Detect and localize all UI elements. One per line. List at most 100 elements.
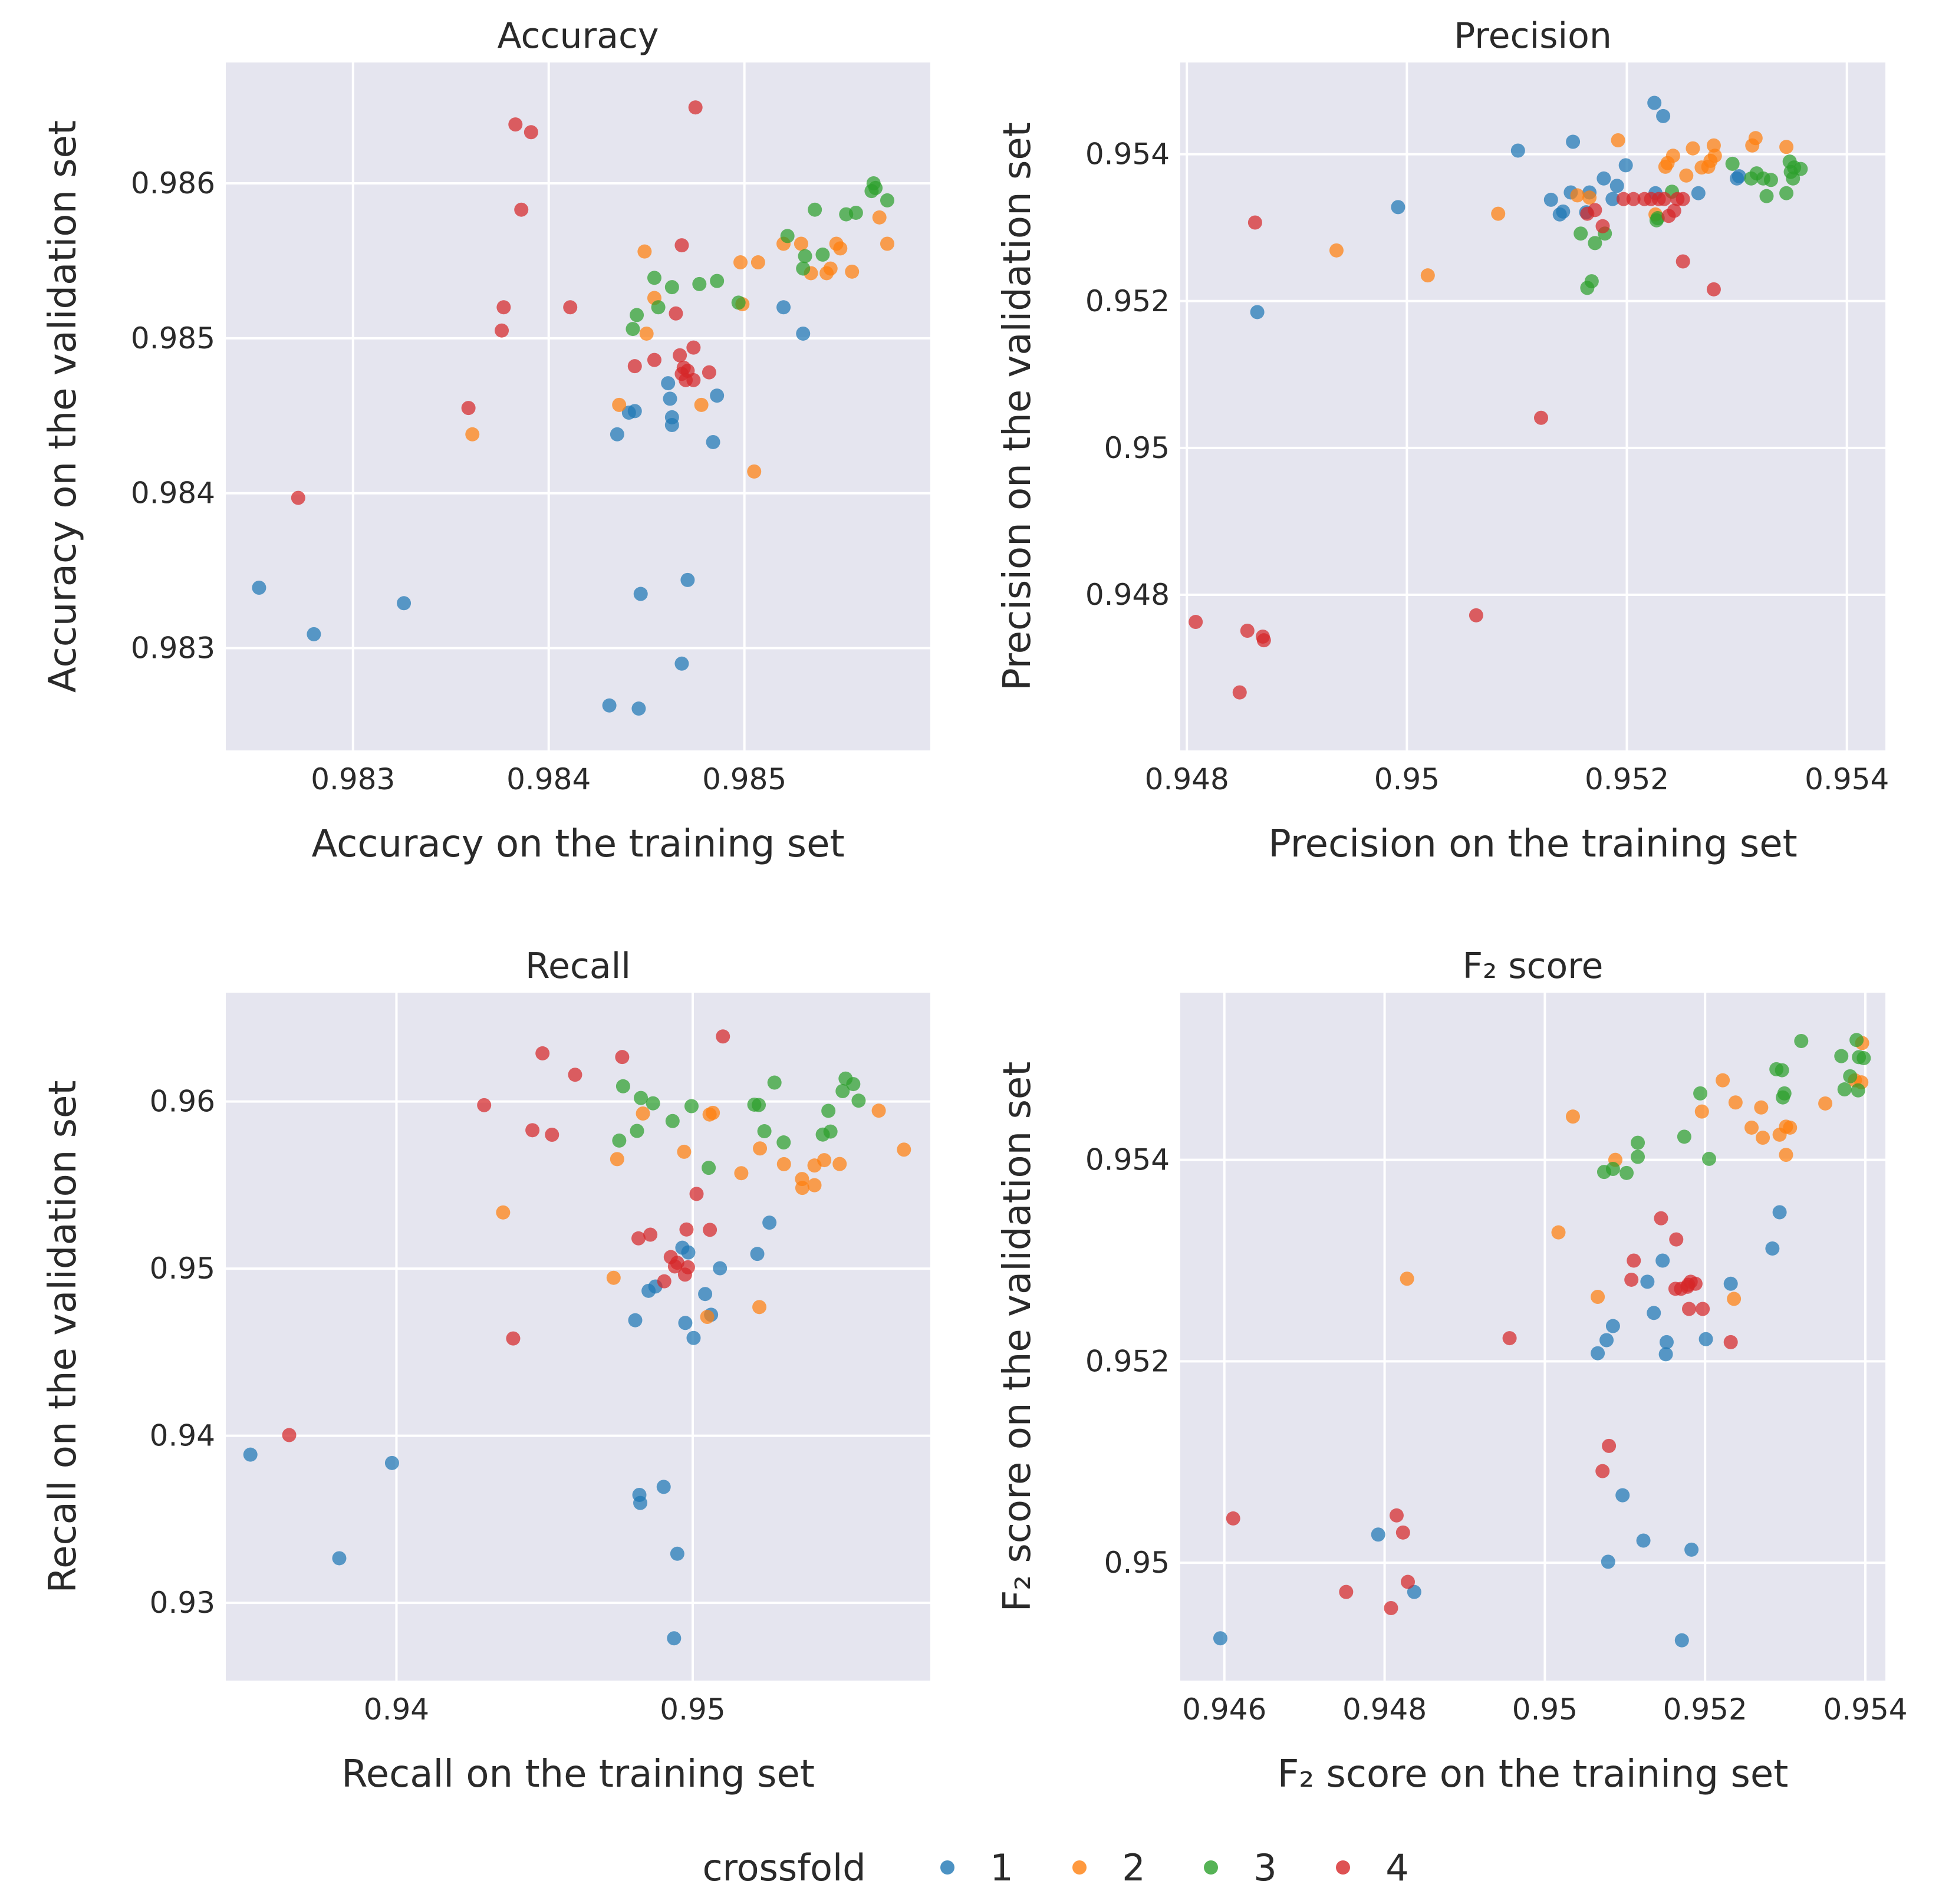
data-point (606, 1270, 621, 1285)
y-tick-label: 0.952 (1085, 1344, 1170, 1378)
y-tick-label: 0.985 (131, 321, 215, 355)
x-axis-label: Precision on the training set (1268, 822, 1797, 866)
data-point (776, 1157, 791, 1171)
legend-item-1[interactable]: 1 (940, 1846, 1013, 1889)
data-point (1407, 1585, 1421, 1599)
x-tick-label: 0.94 (364, 1692, 429, 1727)
data-point (461, 401, 476, 416)
data-point (757, 1124, 772, 1139)
data-point (808, 202, 822, 217)
data-point (663, 391, 677, 406)
data-point (508, 117, 523, 132)
series-1 (252, 300, 811, 716)
data-point (524, 125, 538, 140)
data-point (633, 587, 648, 601)
data-point (871, 1103, 886, 1118)
data-point (1723, 1335, 1738, 1349)
data-point (776, 1135, 791, 1150)
data-point (612, 1133, 627, 1148)
data-point (1616, 192, 1631, 206)
data-point (1706, 282, 1721, 297)
data-point (1213, 1631, 1227, 1646)
y-axis-label: Accuracy on the validation set (41, 120, 85, 693)
data-point (1779, 1148, 1793, 1162)
data-point (384, 1455, 399, 1470)
data-point (307, 627, 321, 641)
data-point (602, 698, 617, 713)
legend-item-4[interactable]: 4 (1336, 1846, 1409, 1889)
series-4 (1226, 1211, 1738, 1615)
x-tick-label: 0.954 (1805, 762, 1889, 796)
data-point (630, 308, 644, 322)
data-point (1640, 1274, 1655, 1289)
data-point (1667, 203, 1681, 218)
data-point (694, 397, 709, 412)
data-point (628, 1313, 643, 1327)
x-tick-label: 0.946 (1182, 1692, 1266, 1727)
x-tick-label: 0.95 (1512, 1692, 1578, 1727)
data-point (1609, 179, 1624, 193)
data-point (636, 1106, 650, 1121)
data-point (535, 1046, 550, 1060)
y-tick-label: 0.948 (1085, 578, 1170, 612)
data-point (627, 359, 642, 374)
data-point (626, 322, 640, 337)
legend-item-3[interactable]: 3 (1204, 1846, 1277, 1889)
data-point (612, 397, 627, 412)
data-point (752, 1098, 766, 1112)
legend-marker (1204, 1860, 1218, 1875)
data-point (1843, 1069, 1858, 1083)
data-point (706, 434, 720, 449)
y-tick-label: 0.983 (131, 631, 215, 666)
data-point (794, 236, 808, 251)
data-point (733, 255, 748, 270)
data-point (832, 1157, 847, 1171)
data-point (1698, 1332, 1713, 1346)
data-point (1725, 156, 1740, 171)
series-1 (243, 1215, 777, 1646)
series-1 (1213, 1205, 1787, 1648)
data-point (545, 1127, 559, 1142)
legend-item-2[interactable]: 2 (1072, 1846, 1145, 1889)
x-axis-label: Recall on the training set (341, 1753, 815, 1796)
data-point (670, 1256, 684, 1270)
data-point (872, 210, 887, 225)
data-point (1728, 1095, 1743, 1110)
data-point (637, 244, 652, 259)
data-point (1591, 1290, 1605, 1305)
data-point (897, 1142, 911, 1157)
data-point (465, 427, 480, 442)
data-point (1702, 1151, 1716, 1166)
data-point (1696, 1302, 1710, 1316)
legend-marker (1072, 1860, 1087, 1875)
panel-title: Accuracy (498, 15, 659, 57)
data-point (1384, 1600, 1398, 1615)
data-point (1400, 1271, 1414, 1286)
data-point (1756, 1131, 1770, 1145)
data-point (630, 1124, 644, 1138)
data-point (1775, 1063, 1789, 1078)
data-point (1677, 1129, 1691, 1144)
data-point (1631, 1149, 1645, 1164)
data-point (1694, 1104, 1709, 1119)
data-point (1650, 211, 1665, 226)
data-point (767, 1075, 782, 1090)
data-point (661, 376, 676, 391)
data-point (643, 1227, 658, 1242)
data-point (677, 1144, 692, 1159)
data-point (674, 656, 689, 671)
y-tick-label: 0.954 (1085, 1143, 1170, 1177)
data-point (1759, 189, 1774, 203)
data-point (1605, 1319, 1620, 1333)
data-point (1777, 1086, 1792, 1101)
data-point (1707, 149, 1722, 163)
data-point (1723, 1276, 1738, 1291)
data-point (1391, 200, 1405, 215)
data-point (1779, 186, 1794, 200)
data-point (477, 1098, 492, 1112)
data-point (674, 238, 689, 253)
data-point (684, 1099, 699, 1114)
data-point (657, 1274, 671, 1289)
data-point (1727, 1292, 1742, 1306)
data-point (332, 1551, 347, 1566)
